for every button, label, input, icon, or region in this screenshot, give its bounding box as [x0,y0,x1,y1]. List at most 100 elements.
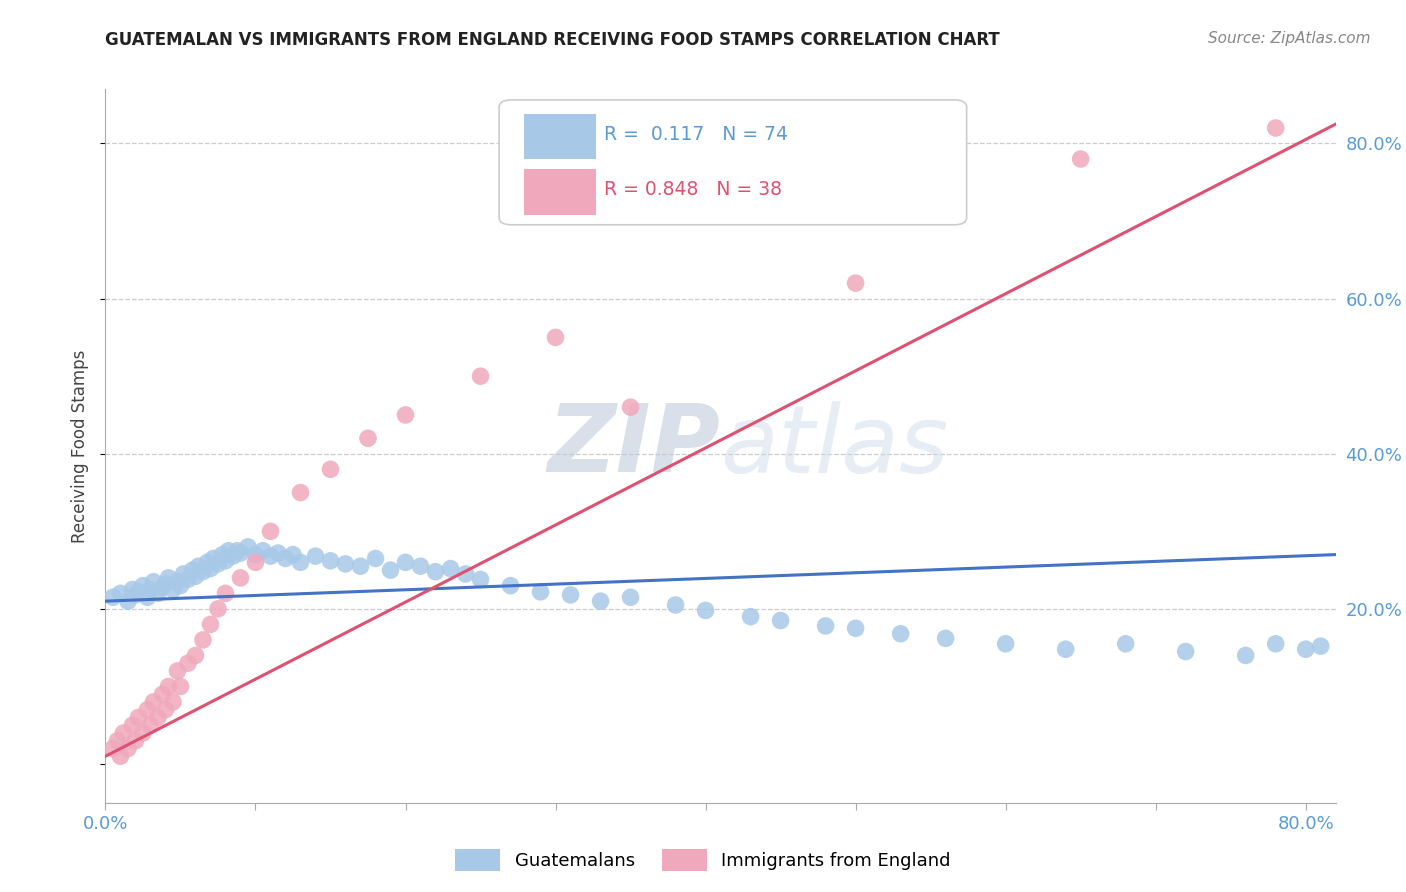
Point [304,549,326,563]
Point [349,559,371,574]
Y-axis label: Receiving Food Stamps: Receiving Food Stamps [72,350,90,542]
Point [245,548,267,562]
Text: ZIP: ZIP [548,400,721,492]
Point [409,559,432,574]
Point [197,555,219,569]
Point [769,614,792,628]
Point [1115,637,1137,651]
Point [101,591,124,605]
Point [229,571,252,585]
Point [166,664,188,678]
Point [380,563,402,577]
Point [664,598,686,612]
Point [177,656,200,670]
Point [274,551,297,566]
Point [364,551,387,566]
Point [845,276,868,290]
Point [121,582,143,597]
Point [499,579,522,593]
Point [252,543,274,558]
Point [394,408,416,422]
Point [184,648,207,663]
Point [166,574,188,589]
Point [267,546,290,560]
Point [200,617,222,632]
Point [155,577,177,591]
Point [544,330,567,344]
Point [191,565,214,579]
FancyBboxPatch shape [499,100,967,225]
Point [222,549,245,563]
Point [470,573,492,587]
Point [207,557,229,571]
Point [619,401,641,415]
Point [935,632,957,646]
Point [245,555,267,569]
Point [454,566,477,581]
Point [290,555,312,569]
Point [740,609,762,624]
Point [1070,152,1092,166]
Point [117,741,139,756]
Point [169,579,191,593]
Point [139,582,162,597]
Text: R =  0.117   N = 74: R = 0.117 N = 74 [603,125,787,145]
Point [890,626,912,640]
Point [181,563,204,577]
Point [155,703,177,717]
Point [152,687,174,701]
FancyBboxPatch shape [524,169,596,215]
Point [1054,642,1077,657]
Point [1264,120,1286,135]
Text: Source: ZipAtlas.com: Source: ZipAtlas.com [1208,31,1371,46]
Point [200,561,222,575]
Point [259,524,281,539]
Point [394,555,416,569]
Point [994,637,1017,651]
Point [142,695,165,709]
Point [127,710,149,724]
Point [335,557,357,571]
Text: GUATEMALAN VS IMMIGRANTS FROM ENGLAND RECEIVING FOOD STAMPS CORRELATION CHART: GUATEMALAN VS IMMIGRANTS FROM ENGLAND RE… [105,31,1000,49]
Point [207,602,229,616]
Point [619,591,641,605]
Point [124,733,146,747]
Point [101,741,124,756]
Point [281,548,304,562]
Point [132,579,155,593]
Text: R = 0.848   N = 38: R = 0.848 N = 38 [603,180,782,200]
Point [1295,642,1317,657]
Point [290,485,312,500]
Point [110,586,132,600]
Point [136,591,159,605]
Point [136,703,159,717]
Point [124,588,146,602]
Point [211,548,233,562]
Point [425,565,447,579]
Point [214,586,236,600]
Point [177,573,200,587]
Point [319,462,342,476]
Point [172,566,194,581]
Legend: Guatemalans, Immigrants from England: Guatemalans, Immigrants from England [449,842,957,879]
Point [529,584,551,599]
Point [139,718,162,732]
Point [259,549,281,563]
Point [236,540,259,554]
Point [184,569,207,583]
Point [162,695,184,709]
Point [814,619,837,633]
Point [319,554,342,568]
Point [157,680,180,694]
Point [560,588,582,602]
Point [202,551,225,566]
FancyBboxPatch shape [524,114,596,160]
Point [169,680,191,694]
Point [132,726,155,740]
Point [117,594,139,608]
Point [845,621,868,635]
Point [1264,637,1286,651]
Point [142,574,165,589]
Point [1174,644,1197,658]
Point [191,632,214,647]
